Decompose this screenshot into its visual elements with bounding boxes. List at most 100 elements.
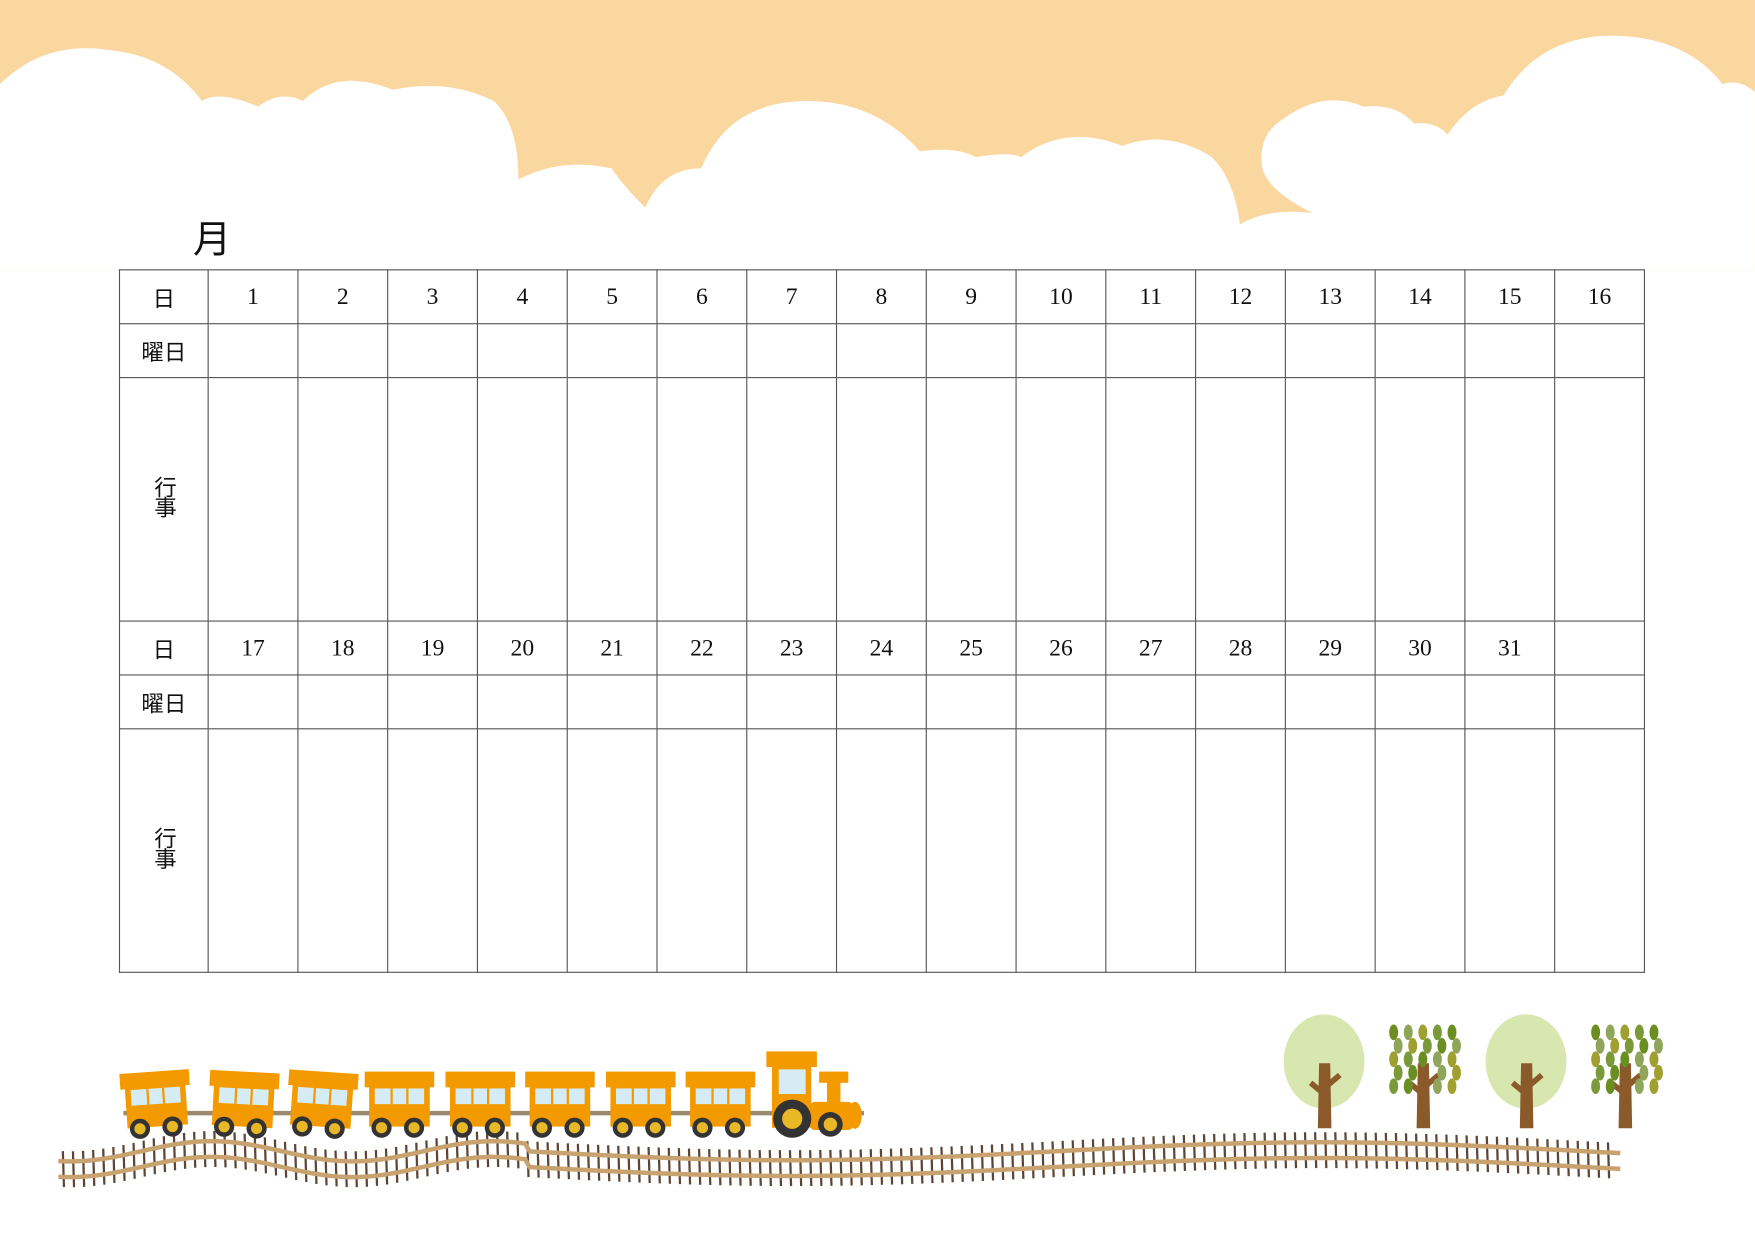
weekday-cell[interactable] (656, 674, 748, 730)
events-cell[interactable] (656, 377, 748, 622)
events-cell[interactable] (746, 728, 838, 973)
weekday-cell[interactable] (925, 323, 1017, 379)
events-cell[interactable] (1015, 728, 1107, 973)
weekday-cell[interactable] (297, 323, 389, 379)
day-header: 日 (118, 269, 209, 325)
day-cell: 27 (1105, 620, 1197, 676)
weekday-cell[interactable] (566, 323, 658, 379)
events-cell[interactable] (1554, 728, 1645, 973)
weekday-cell[interactable] (746, 674, 838, 730)
trees (1283, 1014, 1663, 1129)
calendar-table: 日 1 2 3 4 5 6 7 8 9 10 11 12 13 14 15 16 曜日 行事日 17 18 19 20 21 2… (118, 269, 1645, 973)
events-cell[interactable] (207, 728, 299, 973)
weekday-cell[interactable] (656, 323, 748, 379)
weekday-cell[interactable] (1105, 674, 1197, 730)
weekday-cell[interactable] (387, 323, 479, 379)
events-header: 行事 (150, 475, 178, 517)
day-cell: 3 (387, 269, 479, 325)
train-car (445, 1071, 516, 1138)
weekday-cell[interactable] (1105, 323, 1197, 379)
day-cell: 12 (1195, 269, 1286, 325)
events-cell[interactable] (476, 728, 568, 973)
events-header: 行事 (150, 826, 178, 868)
weekday-cell[interactable] (1015, 323, 1107, 379)
events-cell[interactable] (1195, 377, 1286, 622)
weekday-cell[interactable] (746, 323, 838, 379)
weekday-cell[interactable] (297, 674, 389, 730)
weekday-cell[interactable] (1554, 323, 1645, 379)
events-cell[interactable] (566, 728, 658, 973)
day-cell: 1 (207, 269, 299, 325)
events-cell[interactable] (925, 728, 1017, 973)
cloud-border (0, 0, 1755, 270)
events-cell[interactable] (476, 377, 568, 622)
events-cell[interactable] (1105, 728, 1197, 973)
weekday-cell[interactable] (1284, 674, 1376, 730)
tree-icon (1485, 1014, 1567, 1129)
events-cell[interactable] (1284, 377, 1376, 622)
weekday-cell[interactable] (835, 323, 927, 379)
train-car (364, 1071, 435, 1138)
day-cell: 6 (656, 269, 748, 325)
weekday-cell[interactable] (1195, 323, 1286, 379)
day-cell: 29 (1284, 620, 1376, 676)
day-cell: 2 (297, 269, 389, 325)
day-cell: 13 (1284, 269, 1376, 325)
events-cell[interactable] (566, 377, 658, 622)
day-cell: 15 (1464, 269, 1556, 325)
events-cell[interactable] (1374, 728, 1466, 973)
weekday-cell[interactable] (476, 323, 568, 379)
day-cell: 25 (925, 620, 1017, 676)
day-row: 日 17 18 19 20 21 22 23 24 25 26 27 28 29 30 31 (118, 620, 1645, 676)
weekday-cell[interactable] (387, 674, 479, 730)
day-cell (1554, 620, 1645, 676)
train-car (119, 1069, 190, 1139)
weekday-cell[interactable] (476, 674, 568, 730)
month-label: 月 (193, 217, 232, 263)
events-cell[interactable] (1374, 377, 1466, 622)
events-cell[interactable] (925, 377, 1017, 622)
train-car (288, 1069, 359, 1139)
events-cell[interactable] (656, 728, 748, 973)
events-cell[interactable] (1464, 377, 1556, 622)
tree-icon (1389, 1024, 1461, 1129)
events-cell[interactable] (1105, 377, 1197, 622)
events-cell[interactable] (207, 377, 299, 622)
events-cell[interactable] (297, 377, 389, 622)
events-cell[interactable] (746, 377, 838, 622)
weekday-cell[interactable] (1284, 323, 1376, 379)
weekday-row: 曜日 (118, 323, 1645, 379)
day-cell: 23 (746, 620, 838, 676)
events-cell[interactable] (297, 728, 389, 973)
weekday-cell[interactable] (1374, 674, 1466, 730)
weekday-cell[interactable] (1464, 323, 1556, 379)
weekday-cell[interactable] (566, 674, 658, 730)
events-cell[interactable] (1195, 728, 1286, 973)
events-cell[interactable] (835, 377, 927, 622)
events-cell[interactable] (1015, 377, 1107, 622)
events-cell[interactable] (1284, 728, 1376, 973)
weekday-cell[interactable] (207, 674, 299, 730)
weekday-cell[interactable] (1554, 674, 1645, 730)
events-cell[interactable] (1464, 728, 1556, 973)
day-cell: 9 (925, 269, 1017, 325)
weekday-cell[interactable] (1195, 674, 1286, 730)
bottom-illustration (58, 1014, 1663, 1188)
tree-icon (1591, 1024, 1663, 1129)
weekday-cell[interactable] (925, 674, 1017, 730)
weekday-cell[interactable] (835, 674, 927, 730)
events-cell[interactable] (1554, 377, 1645, 622)
events-cell[interactable] (387, 377, 479, 622)
weekday-cell[interactable] (207, 323, 299, 379)
day-cell: 30 (1374, 620, 1466, 676)
events-cell[interactable] (387, 728, 479, 973)
day-cell: 8 (835, 269, 927, 325)
weekday-cell[interactable] (1374, 323, 1466, 379)
weekday-cell[interactable] (1015, 674, 1107, 730)
events-cell[interactable] (835, 728, 927, 973)
weekday-cell[interactable] (1464, 674, 1556, 730)
train-car (525, 1071, 595, 1138)
day-cell: 21 (566, 620, 658, 676)
tree-icon (1283, 1014, 1365, 1129)
day-cell: 26 (1015, 620, 1107, 676)
